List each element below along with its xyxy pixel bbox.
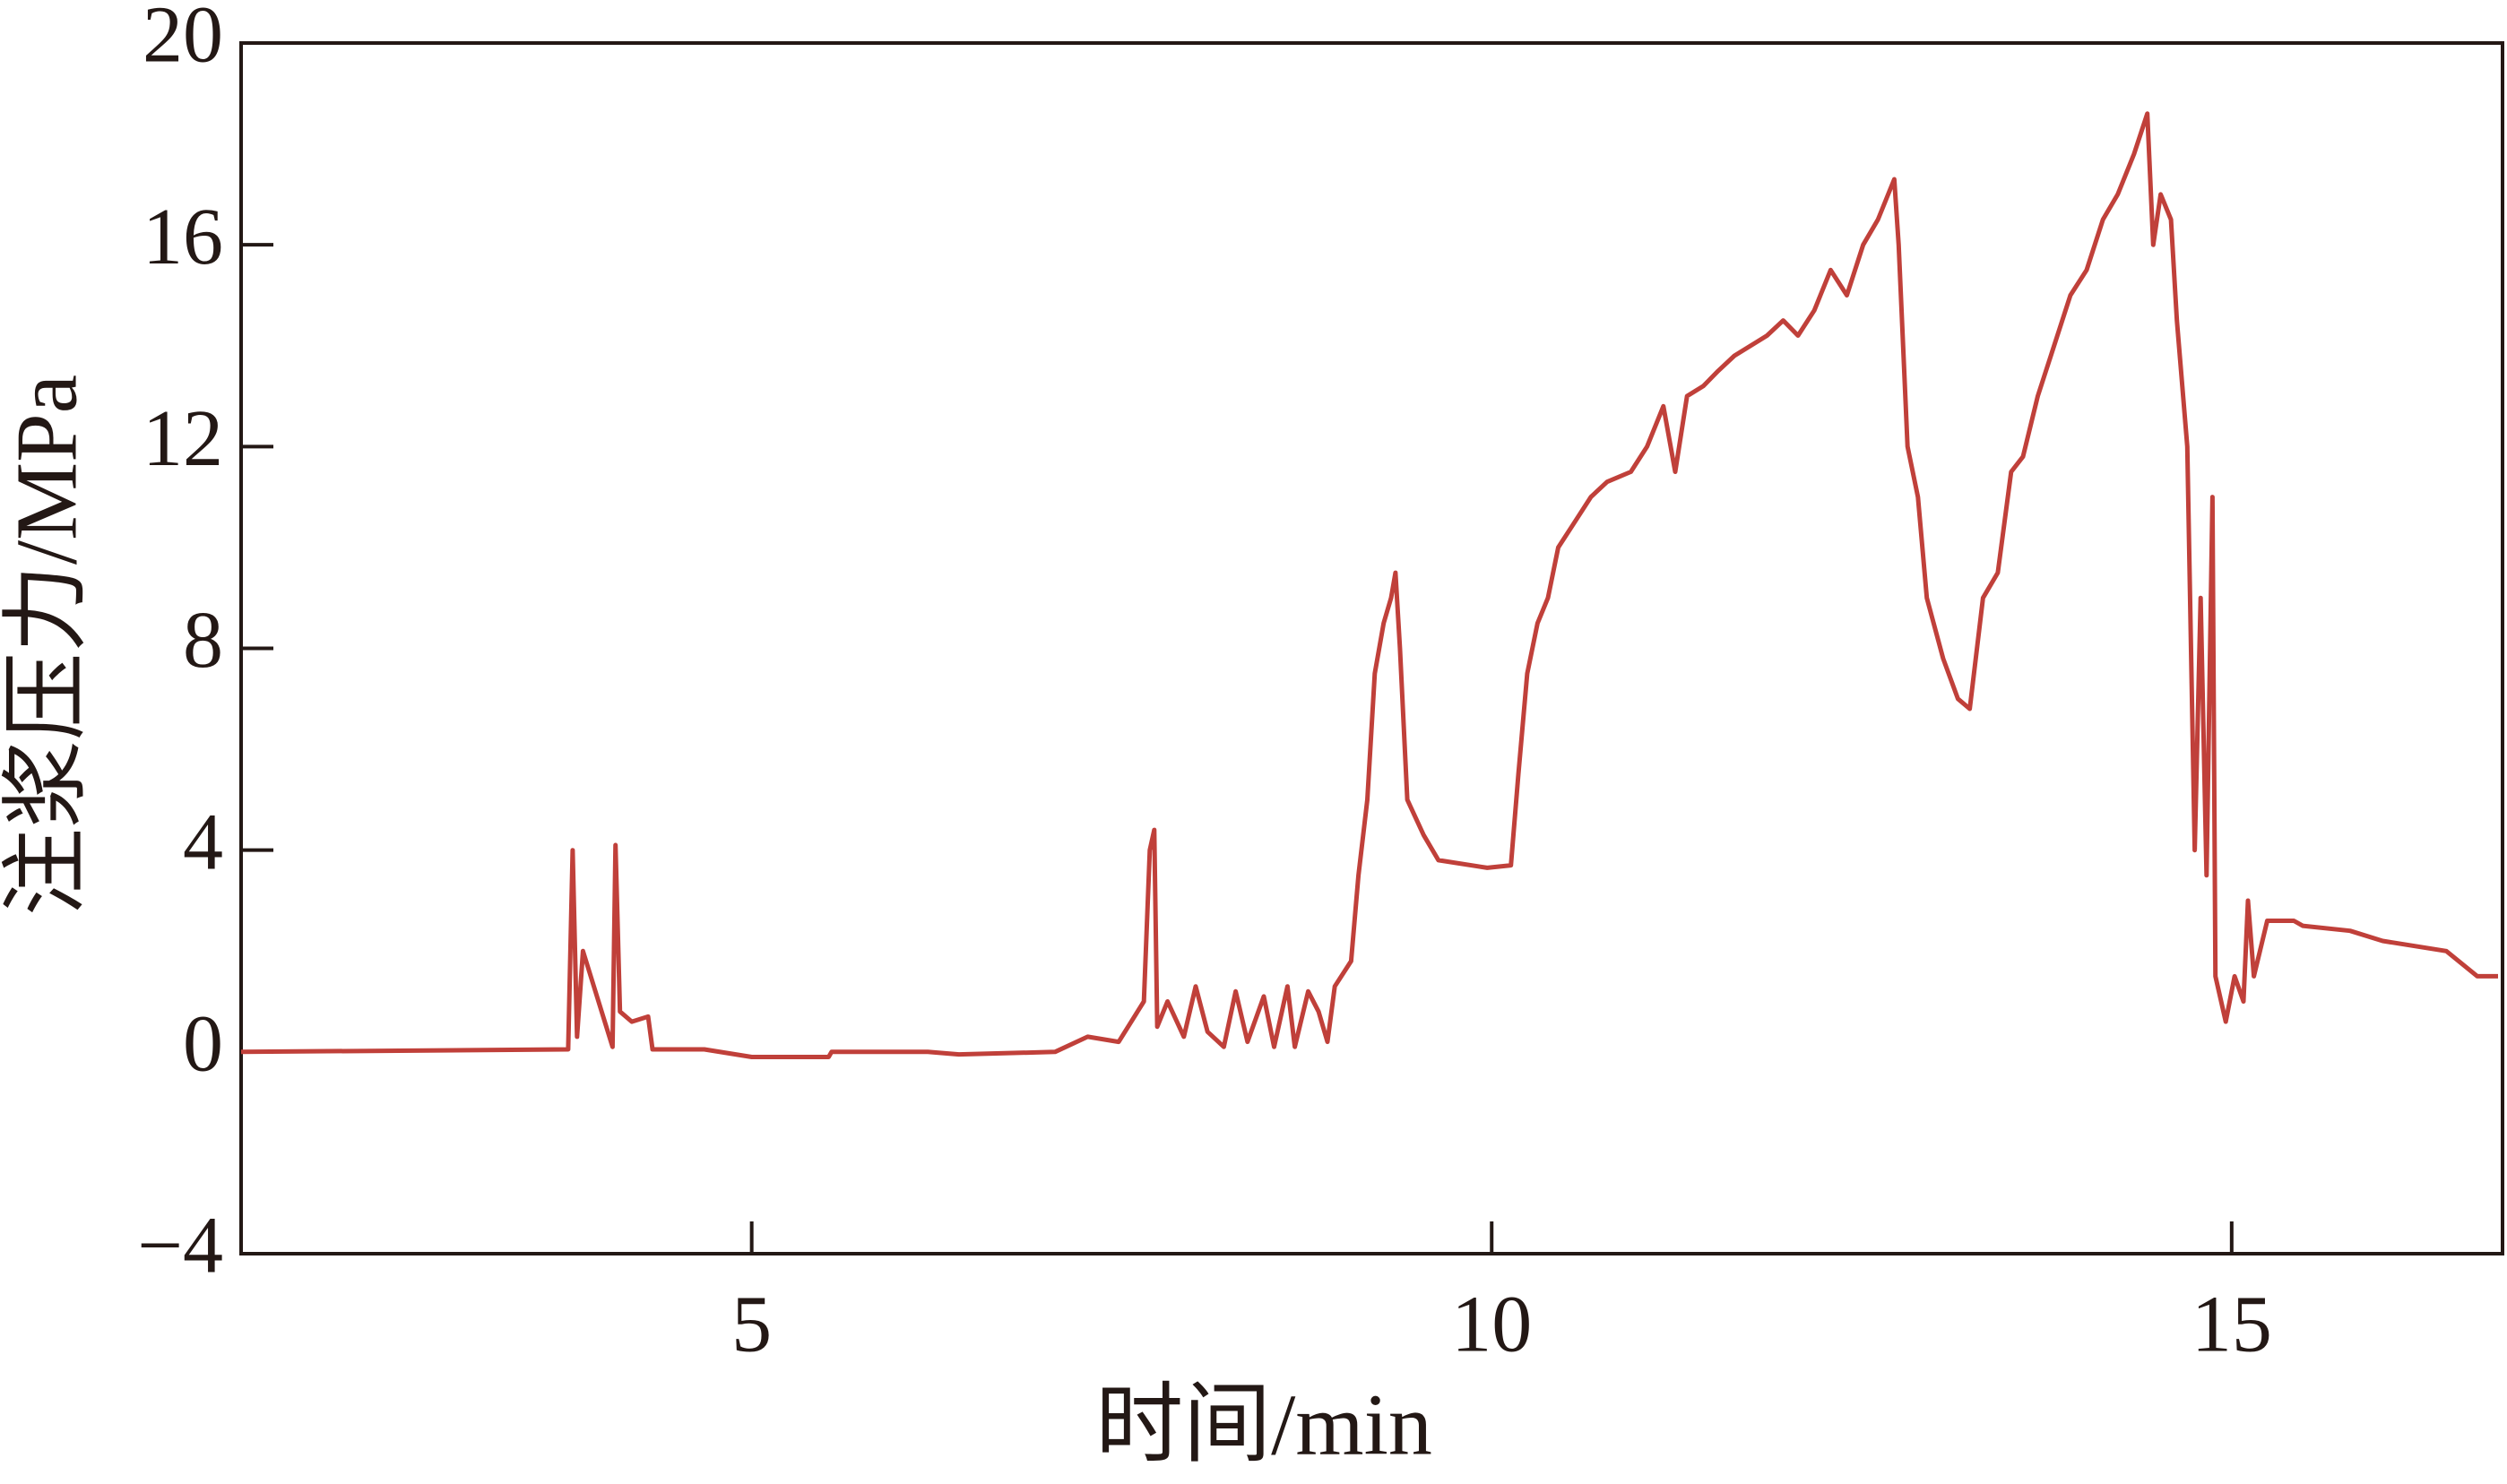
x-tick-label: 10 [1451,1281,1532,1369]
y-tick-label: 12 [143,394,223,483]
y-axis-label: 注浆压力/MPa [0,375,95,916]
y-tick-label: −4 [137,1202,223,1290]
y-tick-label: 0 [183,999,223,1088]
x-tick-label: 5 [731,1281,772,1369]
y-tick-label: 4 [183,798,223,886]
y-tick-label: 16 [143,193,223,281]
x-tick-label: 15 [2191,1281,2272,1369]
data-line [240,111,2498,1059]
x-axis-label: 时间/min [1095,1376,1432,1473]
plot-frame [239,41,2504,1255]
y-tick-label: 20 [143,0,223,80]
y-tick-label: 8 [183,596,223,685]
